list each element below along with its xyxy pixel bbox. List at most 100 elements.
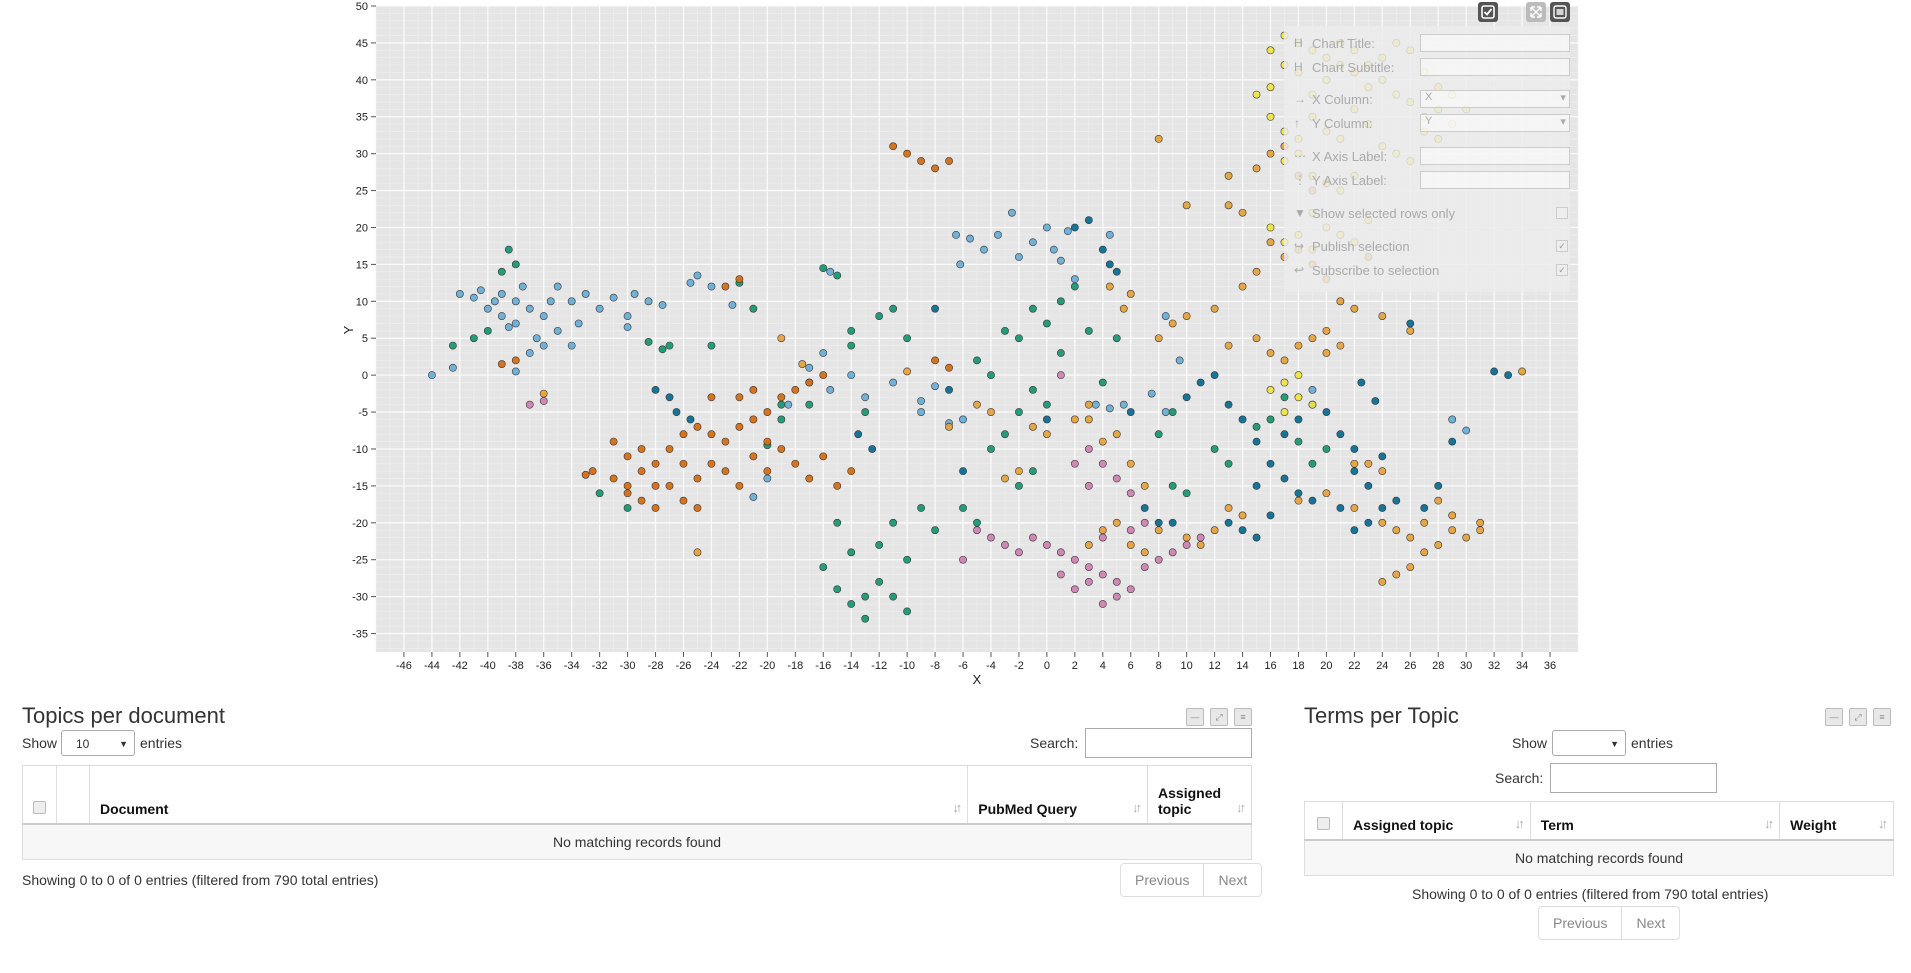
data-point xyxy=(1448,415,1457,424)
data-point xyxy=(707,430,716,439)
data-point xyxy=(1070,459,1079,468)
data-point xyxy=(777,334,786,343)
next-button[interactable]: Next xyxy=(1203,864,1261,896)
data-point xyxy=(1112,334,1121,343)
data-point xyxy=(1476,518,1485,527)
select-all-checkbox[interactable] xyxy=(33,800,46,814)
data-point xyxy=(735,393,744,402)
chart-subtitle-input[interactable] xyxy=(1420,58,1570,76)
previous-button[interactable]: Previous xyxy=(1135,872,1190,888)
data-point xyxy=(1084,541,1093,549)
x-axis-label-input[interactable] xyxy=(1420,147,1570,165)
data-point xyxy=(658,301,667,309)
data-point xyxy=(1210,526,1219,535)
data-point xyxy=(1266,223,1275,232)
data-point xyxy=(637,467,646,476)
data-point xyxy=(1238,208,1247,217)
terms-page-size-select[interactable]: ▼ xyxy=(1552,730,1626,756)
topics-show-label: Show xyxy=(22,735,58,751)
menu-icon[interactable]: ≡ xyxy=(1873,708,1891,726)
chart-title-input[interactable] xyxy=(1420,34,1570,52)
expand-icon[interactable]: ⤢ xyxy=(1849,708,1867,726)
topics-search-input[interactable] xyxy=(1085,728,1252,758)
check-square-icon[interactable] xyxy=(1478,2,1498,22)
data-point xyxy=(791,386,800,394)
column-term[interactable]: Term ↓↑ xyxy=(1529,801,1781,841)
collapse-icon[interactable]: — xyxy=(1825,708,1843,726)
data-point xyxy=(497,290,506,298)
column-assigned-topic[interactable]: Assigned topic ↓↑ xyxy=(1147,765,1252,825)
collapse-icon[interactable]: — xyxy=(1186,708,1204,726)
x-tick-label: 34 xyxy=(1516,660,1528,672)
data-point xyxy=(1224,504,1233,512)
hamburger-menu-icon[interactable] xyxy=(1550,2,1570,22)
data-point xyxy=(448,341,457,350)
terms-panel-title: Terms per Topic xyxy=(1304,703,1459,728)
data-point xyxy=(581,470,590,479)
data-point xyxy=(868,445,877,453)
data-point xyxy=(497,312,506,320)
data-point xyxy=(980,245,988,254)
terms-search-input[interactable] xyxy=(1550,763,1717,793)
data-point xyxy=(917,157,925,165)
subscribe-selection-label: Subscribe to selection xyxy=(1312,262,1440,278)
chevron-down-icon: ▼ xyxy=(1610,739,1619,749)
data-point xyxy=(1266,83,1275,92)
x-tick-label: 6 xyxy=(1128,660,1134,672)
data-point xyxy=(805,378,814,387)
data-point xyxy=(567,297,576,306)
data-point xyxy=(1420,548,1429,557)
data-point xyxy=(945,363,953,372)
publish-selection-checkbox[interactable]: ✓ xyxy=(1556,240,1568,252)
topics-page-size-select[interactable]: 10 ▼ xyxy=(61,730,135,756)
select-all-checkbox[interactable] xyxy=(1316,816,1330,830)
data-point xyxy=(1308,386,1317,394)
data-point xyxy=(1168,319,1177,328)
x-tick-label: -14 xyxy=(843,660,859,672)
data-point xyxy=(819,563,828,571)
column-weight[interactable]: Weight ↓↑ xyxy=(1779,801,1894,841)
y-axis-label-input[interactable] xyxy=(1420,171,1570,189)
data-point xyxy=(861,393,870,402)
x-column-select[interactable]: X ▾ xyxy=(1420,90,1570,108)
previous-button[interactable]: Previous xyxy=(1553,915,1608,931)
data-point xyxy=(539,397,548,405)
data-point xyxy=(1252,164,1261,173)
data-point xyxy=(1322,489,1331,498)
data-point xyxy=(483,304,492,313)
x-tick-label: -44 xyxy=(424,660,440,672)
data-point xyxy=(1448,511,1457,520)
data-point xyxy=(539,312,548,320)
column-assigned-topic[interactable]: Assigned topic ↓↑ xyxy=(1341,801,1531,841)
scatter-plot-svg[interactable]: -46 -44 -42 -40 -38 -36 -34 -32 -30 -28 -26 -24 -22-… xyxy=(0,0,1911,690)
data-point xyxy=(917,397,925,405)
column-document[interactable]: Document ↓↑ xyxy=(88,765,969,825)
show-selected-checkbox[interactable] xyxy=(1556,207,1568,219)
data-point xyxy=(595,489,604,498)
expand-icon[interactable]: ⤢ xyxy=(1210,708,1228,726)
data-point xyxy=(1168,518,1177,527)
show-selected-label: Show selected rows only xyxy=(1312,205,1456,221)
data-point xyxy=(987,533,995,542)
data-point xyxy=(805,400,814,409)
scatter-chart[interactable]: -46 -44 -42 -40 -38 -36 -34 -32 -30 -28 -26 -24 -22-… xyxy=(0,0,1911,690)
x-tick-label: -8 xyxy=(930,660,940,672)
x-column-value: X xyxy=(1425,91,1433,103)
data-point xyxy=(707,282,716,291)
expand-icon[interactable] xyxy=(1526,2,1546,22)
y-column-select[interactable]: Y ▾ xyxy=(1420,114,1570,132)
column-pubmed-query[interactable]: PubMed Query ↓↑ xyxy=(967,765,1149,825)
data-point xyxy=(1070,555,1079,564)
y-tick-label: 50 xyxy=(356,1,368,13)
x-tick-label: 26 xyxy=(1404,660,1416,672)
subscribe-selection-checkbox[interactable]: ✓ xyxy=(1556,264,1568,276)
next-button[interactable]: Next xyxy=(1621,907,1679,939)
data-point xyxy=(847,467,856,476)
menu-icon[interactable]: ≡ xyxy=(1234,708,1252,726)
data-point xyxy=(735,481,744,490)
data-point xyxy=(679,430,688,439)
data-point xyxy=(1448,437,1457,446)
data-point xyxy=(1042,319,1051,328)
data-point xyxy=(945,386,953,394)
data-point xyxy=(861,592,870,601)
